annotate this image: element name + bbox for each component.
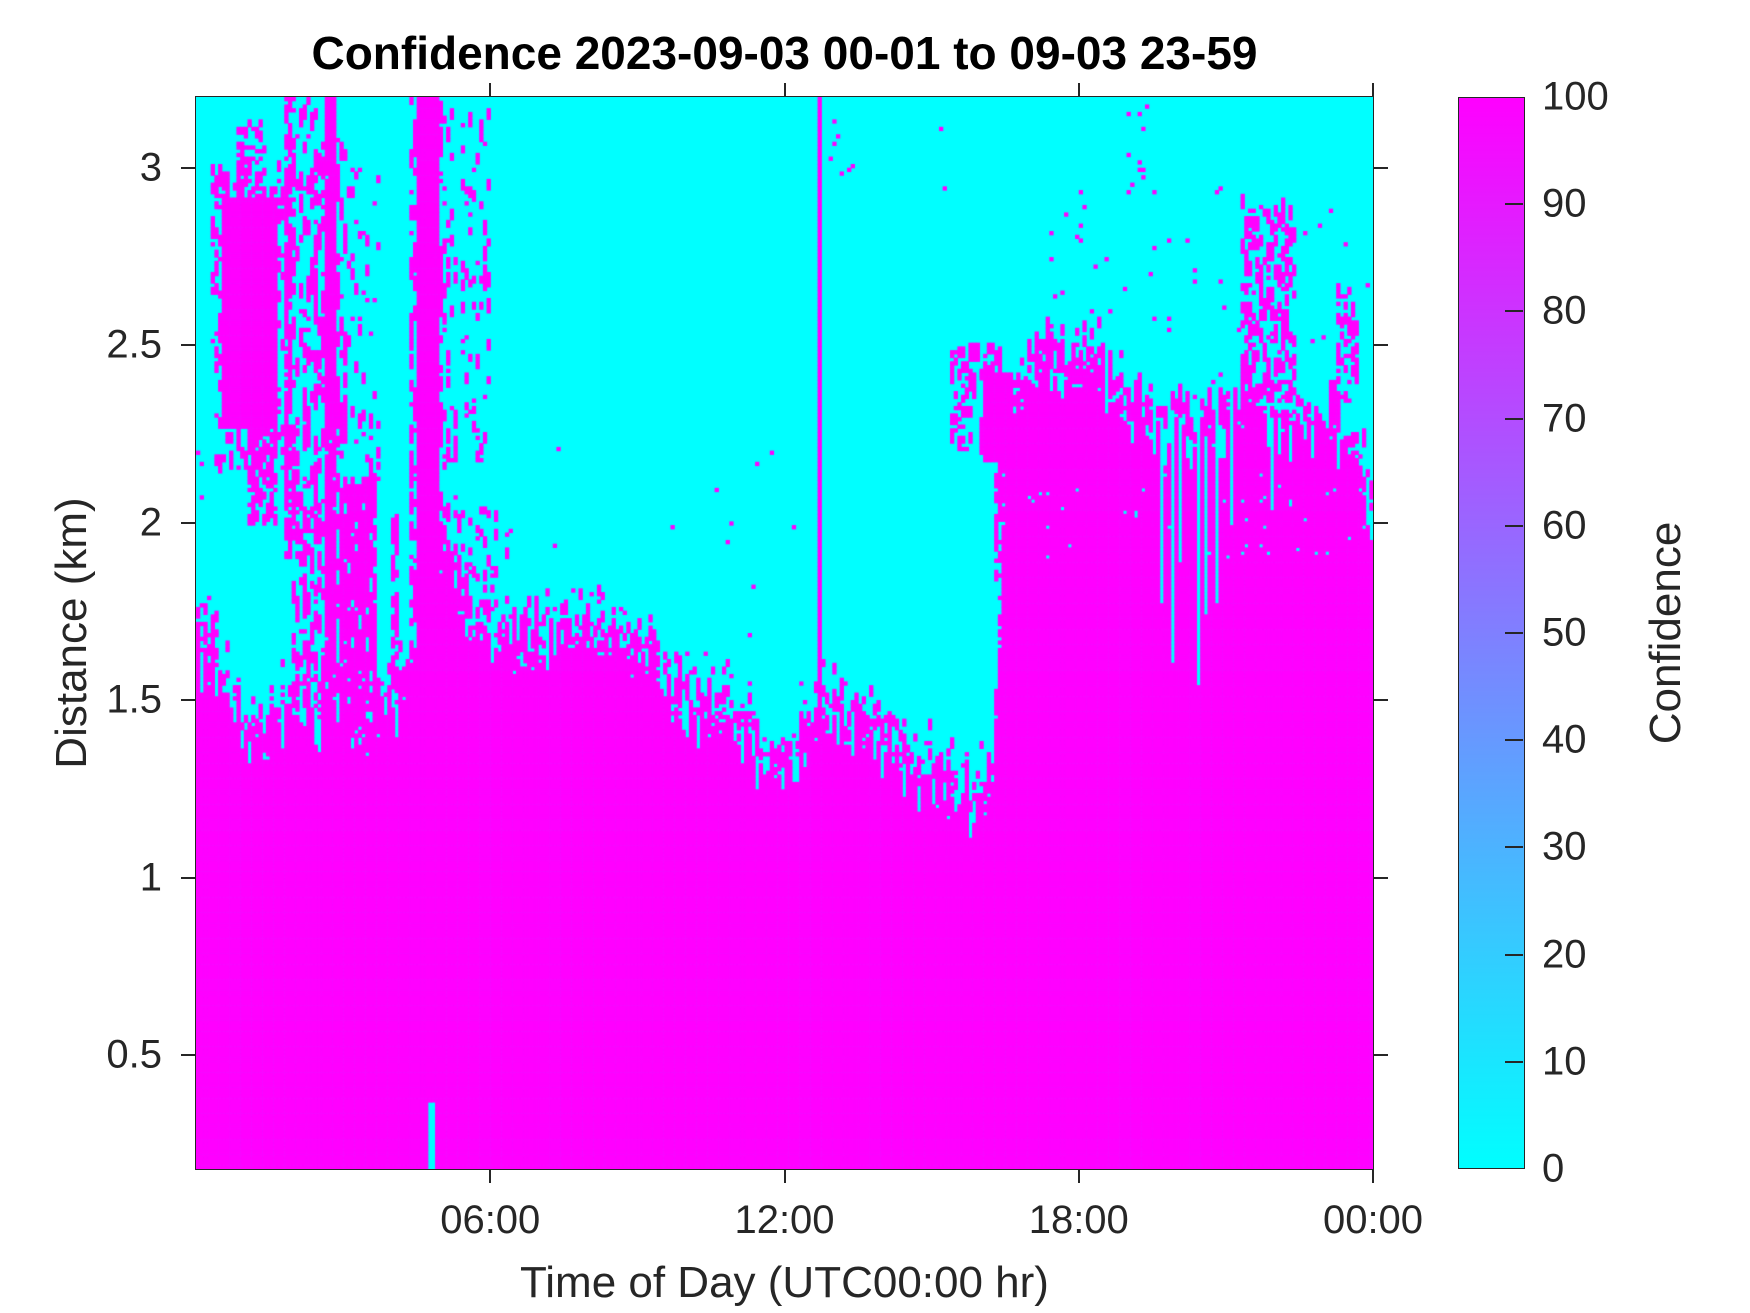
colorbar-label: Confidence [1641,521,1690,745]
x-tick-top [1077,83,1080,97]
colorbar-tick-label: 60 [1542,503,1587,548]
y-tick-label: 1.5 [106,677,162,722]
colorbar-tick [1505,524,1523,527]
y-tick-right [1373,344,1388,347]
x-tick-top [489,83,492,97]
y-tick-right [1373,166,1388,169]
y-tick [181,699,196,702]
y-tick [181,166,196,169]
y-tick-label: 1 [139,855,162,900]
x-tick-label: 06:00 [440,1198,541,1242]
heatmap-canvas [196,97,1373,1169]
colorbar-tick [1505,953,1523,956]
x-axis-label: Time of Day (UTC00:00 hr) [520,1258,1049,1307]
colorbar-tick [1505,203,1523,206]
y-tick [181,876,196,879]
colorbar-tick [1505,632,1523,634]
x-tick-label: 00:00 [1322,1198,1424,1242]
x-tick [1077,1169,1080,1183]
y-tick-label: 2 [139,500,162,545]
x-tick-label: 18:00 [1028,1198,1129,1242]
colorbar-tick [1505,310,1523,313]
colorbar-tick-label: 0 [1542,1146,1565,1191]
colorbar-tick-label: 100 [1542,74,1609,119]
y-tick-label: 0.5 [106,1032,162,1077]
x-tick-top [783,83,786,97]
y-tick-right [1373,1054,1388,1057]
colorbar-tick [1505,739,1523,742]
x-tick [489,1169,492,1183]
x-tick [783,1169,786,1183]
colorbar-tick-label: 40 [1542,717,1587,762]
colorbar-tick-label: 50 [1542,610,1587,655]
colorbar-tick-label: 30 [1542,824,1587,869]
colorbar-tick [1505,417,1523,420]
colorbar-tick-label: 20 [1542,932,1587,977]
y-tick-right [1373,521,1388,524]
y-tick [181,1054,196,1057]
y-tick [181,521,196,524]
x-tick [1372,1169,1374,1183]
y-tick [181,344,196,347]
colorbar-tick [1505,1060,1523,1063]
x-tick-top [1372,83,1374,97]
y-tick-label: 2.5 [106,322,162,367]
y-tick-label: 3 [139,145,162,190]
y-tick-right [1373,699,1388,702]
colorbar-tick-label: 10 [1542,1039,1587,1084]
colorbar-tick-label: 90 [1542,181,1587,226]
y-tick-right [1373,876,1388,879]
chart-title: Confidence 2023-09-03 00-01 to 09-03 23-… [311,27,1258,79]
colorbar-tick [1505,846,1523,849]
x-tick-label: 12:00 [734,1198,835,1242]
colorbar-tick-label: 70 [1542,396,1587,441]
colorbar-tick-label: 80 [1542,288,1587,333]
